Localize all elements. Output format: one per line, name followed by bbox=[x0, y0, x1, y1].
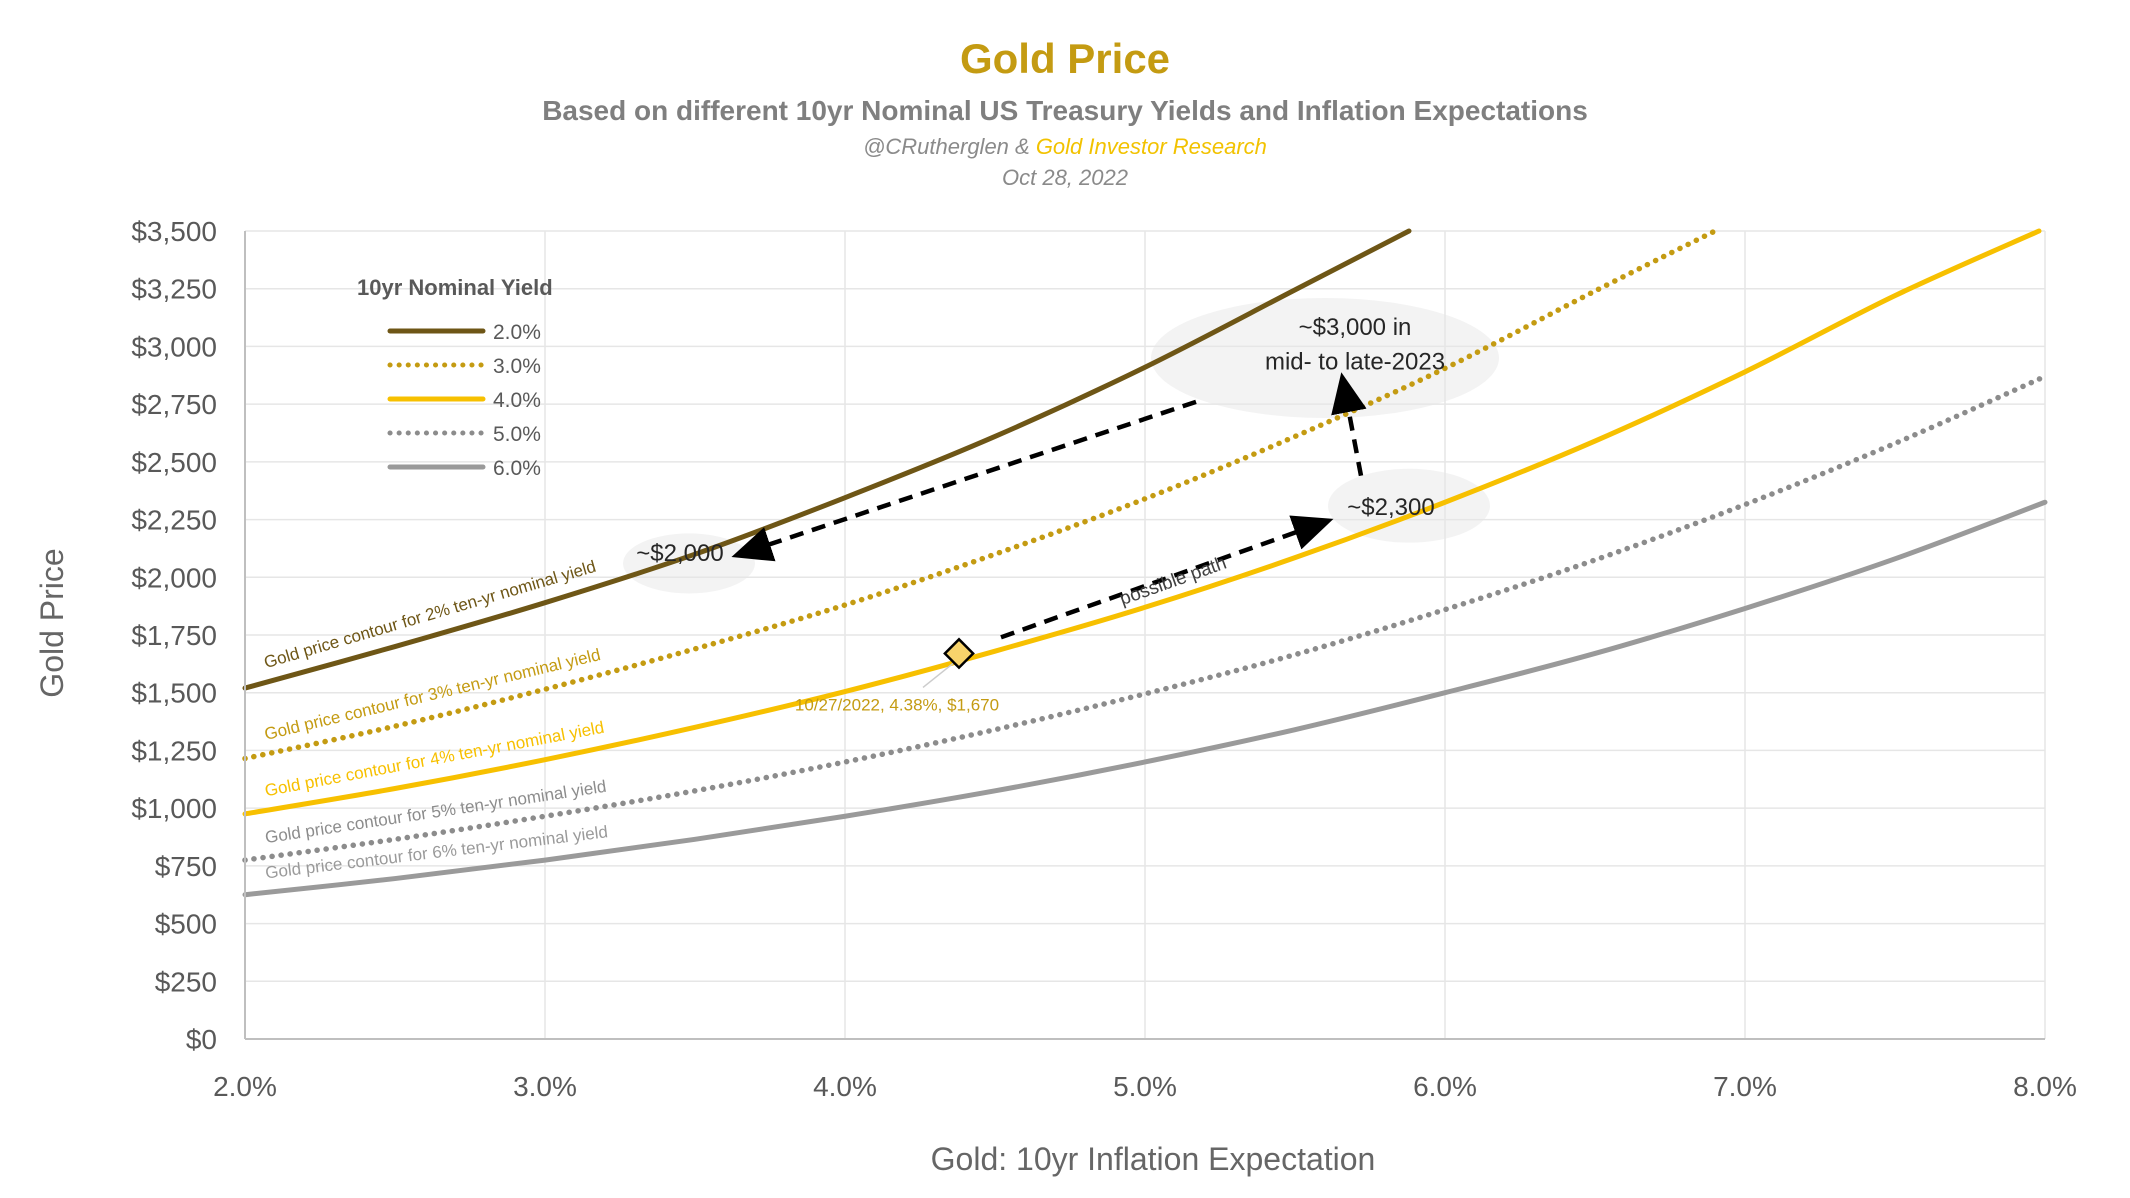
x-tick-label: 7.0% bbox=[1713, 1071, 1777, 1102]
chart-date: Oct 28, 2022 bbox=[1002, 165, 1128, 190]
y-tick-label: $2,500 bbox=[131, 447, 217, 478]
annotation-label: ~$2,000 bbox=[636, 540, 723, 567]
legend-item-label: 2.0% bbox=[493, 321, 541, 344]
credit-author: @CRutherglen & bbox=[863, 134, 1036, 159]
x-tick-label: 3.0% bbox=[513, 1071, 577, 1102]
annotation-label: ~$3,000 in bbox=[1299, 314, 1412, 341]
legend-item-label: 6.0% bbox=[493, 457, 541, 480]
x-tick-label: 2.0% bbox=[213, 1071, 277, 1102]
series-line-4.0% bbox=[242, 228, 2042, 817]
y-tick-label: $3,000 bbox=[131, 331, 217, 362]
y-tick-label: $2,250 bbox=[131, 505, 217, 536]
legend-item-label: 5.0% bbox=[493, 423, 541, 446]
x-tick-label: 8.0% bbox=[2013, 1071, 2077, 1102]
credit-source: Gold Investor Research bbox=[1036, 134, 1267, 159]
legend-title: 10yr Nominal Yield bbox=[357, 275, 553, 300]
y-tick-label: $250 bbox=[155, 966, 217, 997]
dashed-arrow bbox=[1000, 515, 1334, 640]
y-tick-label: $1,250 bbox=[131, 735, 217, 766]
annotation-label: ~$2,300 bbox=[1347, 494, 1434, 521]
highlight-ellipse-2 bbox=[1151, 297, 1499, 418]
legend-item-label: 3.0% bbox=[493, 355, 541, 378]
highlight-ellipse-1 bbox=[1328, 468, 1490, 543]
series-line-6.0% bbox=[242, 499, 2048, 898]
y-axis-label: Gold Price bbox=[34, 548, 70, 697]
y-tick-label: $2,750 bbox=[131, 389, 217, 420]
y-tick-label: $1,000 bbox=[131, 793, 217, 824]
series-line-5.0% bbox=[242, 373, 2048, 863]
point-leader-line bbox=[922, 662, 954, 689]
chart-title: Gold Price bbox=[960, 35, 1170, 82]
chart-subtitle: Based on different 10yr Nominal US Treas… bbox=[542, 95, 1588, 126]
current-point-label: 10/27/2022, 4.38%, $1,670 bbox=[795, 695, 999, 714]
current-point-marker bbox=[943, 637, 975, 670]
y-tick-label: $2,000 bbox=[131, 562, 217, 593]
dashed-arrow bbox=[1331, 372, 1367, 477]
legend-item-label: 4.0% bbox=[493, 389, 541, 412]
highlight-ellipse-0 bbox=[623, 533, 755, 594]
contour-label: Gold price contour for 2% ten-yr nominal… bbox=[262, 557, 598, 672]
x-axis-label: Gold: 10yr Inflation Expectation bbox=[931, 1141, 1376, 1177]
x-tick-label: 4.0% bbox=[813, 1071, 877, 1102]
dashed-arrow bbox=[731, 399, 1197, 562]
x-tick-label: 5.0% bbox=[1113, 1071, 1177, 1102]
annotation-label: possible path bbox=[1117, 553, 1230, 610]
y-tick-label: $3,250 bbox=[131, 274, 217, 305]
annotation-label: mid- to late-2023 bbox=[1265, 349, 1445, 376]
y-tick-label: $3,500 bbox=[131, 216, 217, 247]
y-tick-label: $750 bbox=[155, 851, 217, 882]
y-tick-label: $0 bbox=[186, 1024, 217, 1055]
x-tick-label: 6.0% bbox=[1413, 1071, 1477, 1102]
series-line-2.0% bbox=[242, 228, 1412, 691]
y-tick-label: $1,500 bbox=[131, 678, 217, 709]
chart-credit: @CRutherglen & Gold Investor Research bbox=[863, 134, 1267, 159]
y-tick-label: $500 bbox=[155, 909, 217, 940]
y-tick-label: $1,750 bbox=[131, 620, 217, 651]
